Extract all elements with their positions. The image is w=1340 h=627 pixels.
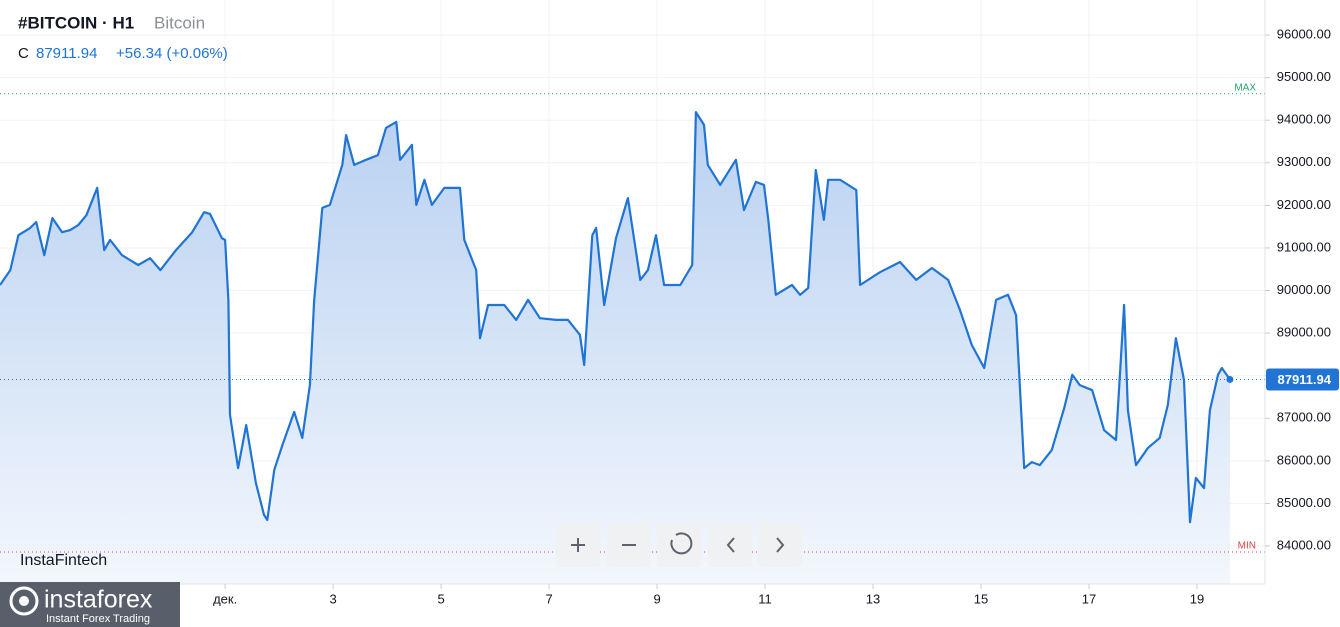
scroll-right-button[interactable] [758, 523, 802, 567]
watermark: InstaFintech [20, 552, 107, 569]
x-tick-label: 11 [758, 591, 772, 606]
x-tick-label: 3 [330, 591, 337, 606]
reset-button[interactable] [657, 523, 701, 567]
chart-title: #BITCOIN · H1 [18, 13, 134, 32]
logo-tagline: Instant Forex Trading [46, 613, 150, 625]
y-tick-label: 92000.00 [1277, 197, 1331, 212]
logo: instaforex Instant Forex Trading [0, 582, 180, 627]
header-price: 87911.94 [36, 45, 97, 62]
y-tick-label: 96000.00 [1277, 26, 1331, 41]
zoom-controls [556, 523, 802, 567]
y-tick-label: 90000.00 [1277, 282, 1331, 297]
min-label: MIN [1238, 541, 1256, 552]
x-tick-label: дек. [213, 591, 237, 606]
x-tick-label: 15 [974, 591, 988, 606]
last-price-box [1266, 368, 1339, 391]
x-tick-label: 17 [1082, 591, 1096, 606]
area-fill [0, 112, 1230, 584]
y-tick-label: 84000.00 [1277, 537, 1331, 552]
x-tick-label: 5 [437, 591, 444, 606]
right-icon [776, 537, 785, 553]
y-tick-label: 87000.00 [1277, 410, 1331, 425]
plus-icon [571, 538, 585, 552]
price-line [0, 111, 1231, 524]
logo-icon [9, 586, 39, 616]
y-tick-label: 94000.00 [1277, 112, 1331, 127]
header-label: C [18, 45, 29, 62]
y-tick-label: 93000.00 [1277, 154, 1331, 169]
reset-icon [670, 532, 693, 555]
scroll-left-button[interactable] [708, 523, 752, 567]
last-price-label: 87911.94 [1277, 372, 1331, 387]
x-tick-label: 13 [866, 591, 880, 606]
y-tick-label: 85000.00 [1277, 495, 1331, 510]
header-change: +56.34 (+0.06%) [116, 45, 228, 62]
chart-subtitle: Bitcoin [154, 13, 205, 32]
x-tick-label: 7 [545, 591, 552, 606]
y-tick-label: 91000.00 [1277, 239, 1331, 254]
max-label: MAX [1234, 82, 1256, 93]
left-icon [726, 537, 735, 553]
logo-icon [19, 596, 29, 606]
y-tick-label: 89000.00 [1277, 325, 1331, 340]
y-tick-label: 95000.00 [1277, 69, 1331, 84]
y-tick-label: 86000.00 [1277, 452, 1331, 467]
last-point [1226, 375, 1234, 383]
logo-name: instaforex [44, 586, 153, 614]
x-tick-label: 9 [653, 591, 660, 606]
x-tick-label: 19 [1190, 591, 1204, 606]
